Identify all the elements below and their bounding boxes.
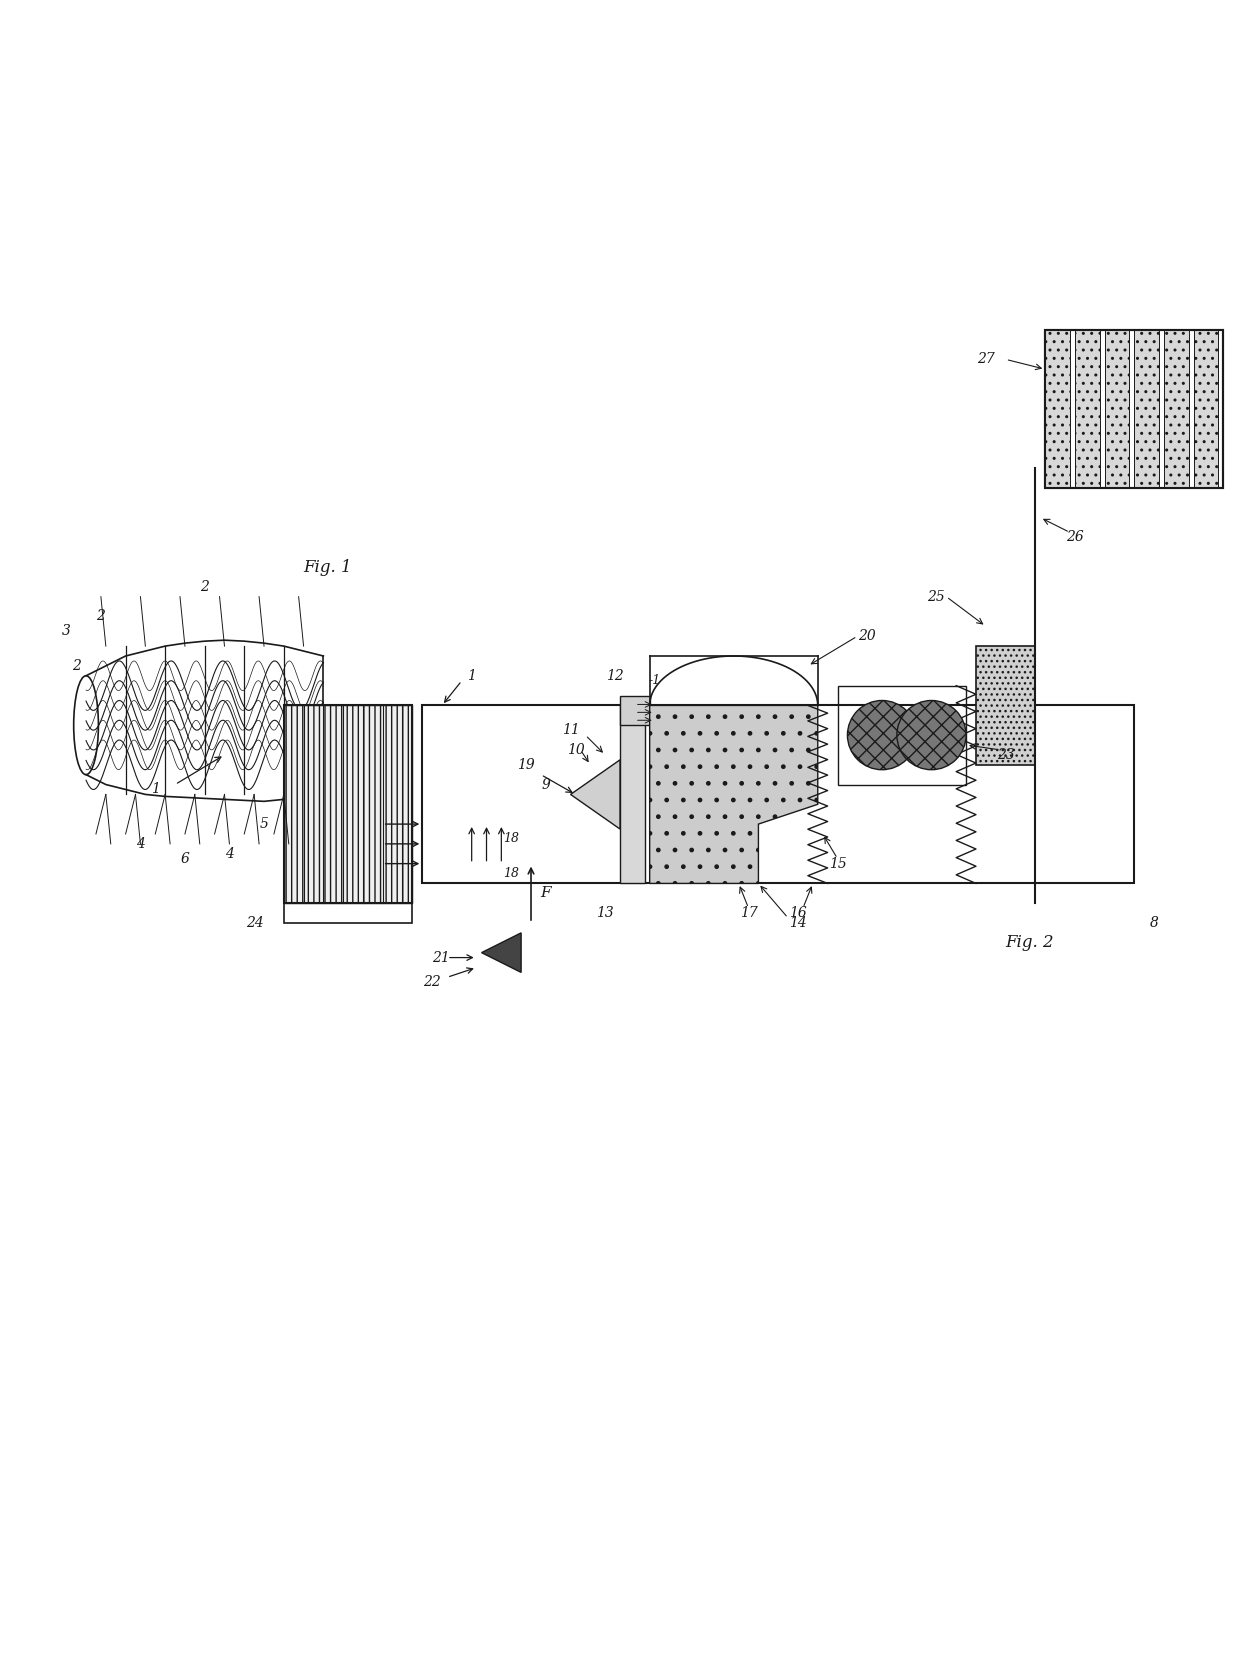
Bar: [284, 904, 413, 924]
Text: 23: 23: [997, 747, 1014, 762]
Bar: [1075, 329, 1100, 488]
Bar: [1045, 329, 1070, 488]
Text: 26: 26: [1066, 531, 1084, 544]
Text: 25: 25: [928, 589, 945, 604]
Bar: [1164, 329, 1189, 488]
Text: 1: 1: [151, 782, 160, 797]
Bar: [620, 696, 650, 726]
Polygon shape: [650, 706, 817, 884]
Bar: [837, 686, 966, 784]
Bar: [284, 706, 413, 904]
Text: -1: -1: [649, 674, 661, 687]
Text: 3: 3: [62, 624, 71, 639]
Text: 19: 19: [517, 757, 534, 772]
Text: 18: 18: [503, 832, 520, 845]
Text: 24: 24: [247, 915, 264, 930]
Bar: [423, 706, 1135, 884]
Text: 15: 15: [828, 857, 847, 870]
Text: 17: 17: [740, 907, 758, 920]
Polygon shape: [570, 760, 620, 829]
Text: 2: 2: [72, 659, 81, 672]
Text: Fig. 2: Fig. 2: [1006, 934, 1054, 952]
Bar: [1135, 329, 1159, 488]
Text: 21: 21: [432, 950, 450, 965]
Text: 2: 2: [201, 579, 210, 594]
Circle shape: [847, 701, 916, 770]
Text: 20: 20: [858, 629, 877, 644]
Text: 1: 1: [467, 669, 476, 682]
Bar: [976, 646, 1035, 765]
Text: 8: 8: [1149, 915, 1158, 930]
Text: 9: 9: [542, 777, 551, 792]
Bar: [1045, 329, 1223, 488]
Text: 14: 14: [789, 915, 807, 930]
Text: F: F: [541, 887, 551, 900]
Text: 11: 11: [562, 724, 579, 737]
Bar: [1194, 329, 1218, 488]
Text: 18: 18: [503, 867, 520, 880]
Bar: [1105, 329, 1130, 488]
Text: 5: 5: [259, 817, 269, 830]
Text: 12: 12: [606, 669, 624, 682]
Bar: [1045, 329, 1223, 488]
Text: 13: 13: [596, 907, 614, 920]
Bar: [620, 706, 645, 884]
Text: 2: 2: [97, 609, 105, 624]
Polygon shape: [481, 934, 521, 972]
Text: 22: 22: [423, 975, 441, 990]
Text: 4: 4: [136, 837, 145, 850]
Text: 6: 6: [181, 852, 190, 865]
Text: 16: 16: [789, 907, 807, 920]
Bar: [284, 706, 413, 904]
Text: Fig. 1: Fig. 1: [304, 559, 352, 576]
Text: 27: 27: [977, 353, 994, 366]
Circle shape: [897, 701, 966, 770]
Text: 10: 10: [567, 742, 584, 757]
Text: 4: 4: [224, 847, 234, 860]
